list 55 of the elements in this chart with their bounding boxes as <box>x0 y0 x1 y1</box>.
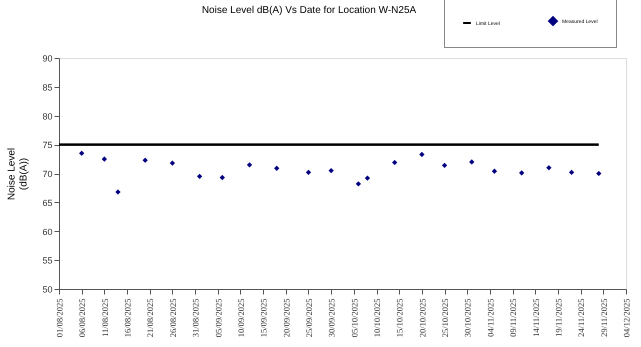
point <box>492 168 498 174</box>
y-axis-title: Noise Level (dB(A)) <box>6 148 30 200</box>
y-tick-label: 70 <box>42 169 52 179</box>
x-tick-label: 10/09/2025 <box>236 298 246 338</box>
x-tick-label: 24/11/2025 <box>576 298 586 337</box>
x-tick-label: 01/08/2025 <box>54 298 64 338</box>
point <box>79 150 84 156</box>
x-tick-label: 20/10/2025 <box>417 298 428 338</box>
y-tick-label: 50 <box>42 284 52 294</box>
y-tick-label: 90 <box>42 54 52 64</box>
point <box>442 162 448 168</box>
x-tick-label: 11/08/2025 <box>100 298 110 337</box>
point <box>328 168 334 174</box>
x-tick-label: 16/08/2025 <box>122 298 133 338</box>
x-tick-label: 31/08/2025 <box>190 298 201 338</box>
x-tick-label: 21/08/2025 <box>145 298 156 338</box>
point <box>102 156 108 162</box>
y-tick-label: 80 <box>42 111 52 122</box>
y-tick-label: 60 <box>42 226 52 237</box>
x-tick-label: 06/08/2025 <box>77 298 88 338</box>
x-tick-label: 26/08/2025 <box>168 298 178 338</box>
y-tick-label: 55 <box>42 256 52 266</box>
x-tick-label: 10/10/2025 <box>372 298 382 338</box>
point <box>356 181 362 187</box>
point <box>392 160 398 166</box>
x-tick-label: 04/12/2025 <box>622 298 632 338</box>
x-tick-label: 05/10/2025 <box>349 298 360 338</box>
point <box>196 174 202 180</box>
point <box>142 158 148 163</box>
x-tick-label: 25/09/2025 <box>304 298 314 338</box>
x-tick-label: 25/10/2025 <box>440 298 450 338</box>
chart-title: Noise Level dB(A) Vs Date for Location W-N25A <box>202 5 417 16</box>
x-tick-label: 04/11/2025 <box>485 298 496 337</box>
x-tick-label: 15/10/2025 <box>394 298 405 338</box>
point <box>170 160 176 166</box>
point <box>519 170 524 176</box>
x-tick-label: 05/09/2025 <box>213 298 224 338</box>
x-tick-label: 19/11/2025 <box>553 298 564 337</box>
point <box>364 175 370 181</box>
x-tick-label: 15/09/2025 <box>258 298 269 338</box>
point <box>115 189 121 195</box>
point <box>568 170 574 175</box>
point <box>419 152 425 158</box>
x-tick-label: 30/10/2025 <box>462 298 473 338</box>
x-tick-label: 29/11/2025 <box>598 298 609 337</box>
x-tick-label: 30/09/2025 <box>326 298 337 338</box>
x-tick-label: 09/11/2025 <box>508 298 518 337</box>
y-tick-label: 75 <box>42 140 52 150</box>
x-tick-label: 20/09/2025 <box>281 298 292 338</box>
y-tick-label: 65 <box>42 198 52 208</box>
point <box>306 170 312 175</box>
point <box>274 166 280 171</box>
x-tick-label: 14/11/2025 <box>530 298 541 337</box>
y-tick-label: 85 <box>42 82 52 92</box>
point <box>546 165 552 170</box>
